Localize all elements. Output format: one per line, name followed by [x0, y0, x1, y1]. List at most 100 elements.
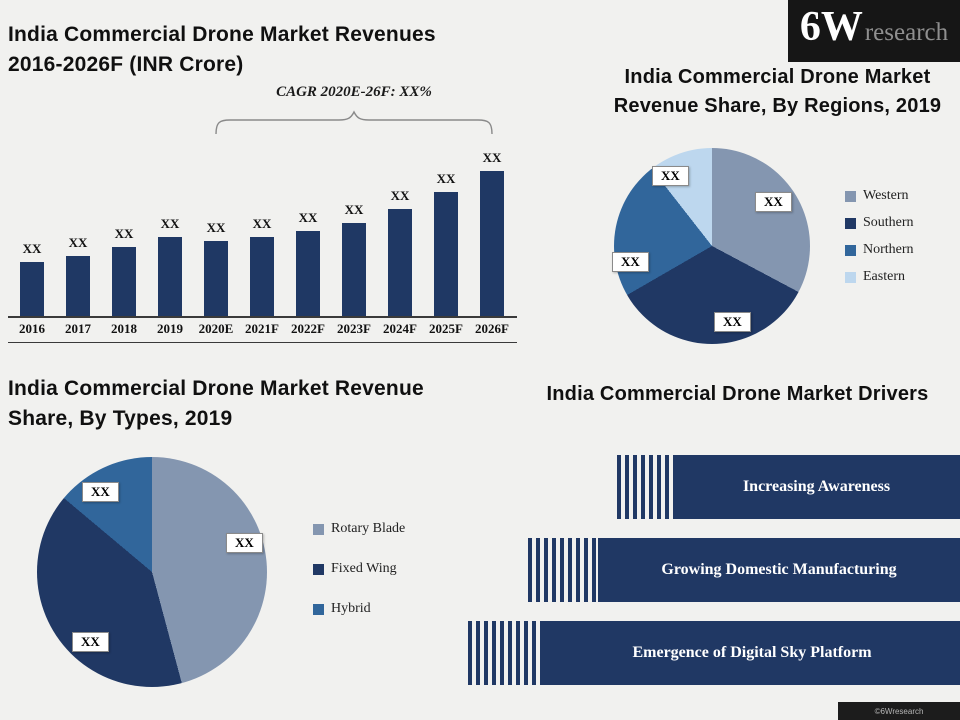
- bar-2026f: XX: [469, 150, 515, 317]
- logo-mark: 6W: [799, 4, 863, 50]
- revenues-title-line1: India Commercial Drone Market Revenues: [8, 23, 436, 46]
- driver-banner-digital-sky: Emergence of Digital Sky Platform: [544, 621, 960, 685]
- six-w-research-logo: 6W research: [788, 0, 960, 62]
- northern-swatch-icon: [845, 244, 856, 256]
- driver-banner-awareness: Increasing Awareness: [673, 455, 960, 519]
- x-tick-label: 2024F: [383, 321, 417, 336]
- bar-value-label: XX: [206, 220, 226, 235]
- legend-item-hybrid: Hybrid: [313, 601, 405, 617]
- regions-title-line2: Revenue Share, By Regions, 2019: [613, 95, 942, 117]
- bar-2025f: XX: [423, 171, 469, 317]
- watermark-badge: ©6Wresearch: [838, 702, 960, 720]
- bar-2018: XX: [101, 226, 147, 317]
- bar-value-label: XX: [22, 241, 42, 256]
- bar: [342, 223, 366, 317]
- bar-2020e: XX: [193, 220, 239, 317]
- bar: [434, 192, 458, 317]
- bar-value-label: XX: [252, 216, 272, 231]
- bar-2017: XX: [55, 235, 101, 317]
- x-tick-label: 2020E: [198, 321, 234, 336]
- legend-label: Hybrid: [331, 601, 371, 616]
- x-axis-line: [8, 316, 517, 318]
- revenues-chart-title: India Commercial Drone Market Revenues 2…: [8, 20, 488, 80]
- regions-chart-title: India Commercial Drone Market Revenue Sh…: [585, 63, 960, 121]
- eastern-swatch-icon: [845, 271, 856, 283]
- bar-value-label: XX: [436, 171, 456, 186]
- types-pie-chart: [37, 457, 267, 687]
- x-tick-label: 2021F: [245, 321, 279, 336]
- x-tick-label: 2022F: [291, 321, 325, 336]
- fixed-wing-swatch-icon: [313, 563, 324, 575]
- types-title-line1: India Commercial Drone Market Revenue: [8, 377, 424, 400]
- regions-slice-label-eastern: XX: [652, 166, 689, 186]
- x-axis-labels: 2016 2017 2018 2019 2020E 2021F 2022F 20…: [9, 321, 515, 337]
- bar: [250, 237, 274, 317]
- types-title-line2: Share, By Types, 2019: [8, 407, 233, 430]
- bar-value-label: XX: [160, 216, 180, 231]
- bar-2022f: XX: [285, 210, 331, 317]
- legend-item-fixed-wing: Fixed Wing: [313, 561, 405, 577]
- x-tick-label: 2023F: [337, 321, 371, 336]
- bar-value-label: XX: [298, 210, 318, 225]
- types-slice-label-rotary: XX: [226, 533, 263, 553]
- bar: [296, 231, 320, 317]
- legend-item-western: Western: [845, 188, 914, 204]
- legend-label: Northern: [863, 242, 914, 257]
- cagr-annotation: CAGR 2020E-26F: XX%: [276, 84, 432, 100]
- legend-item-rotary-blade: Rotary Blade: [313, 521, 405, 537]
- legend-label: Eastern: [863, 269, 905, 284]
- bar-2024f: XX: [377, 188, 423, 317]
- x-tick-label: 2019: [157, 321, 183, 336]
- banner-stripes-decoration: [528, 538, 598, 602]
- hybrid-swatch-icon: [313, 603, 324, 615]
- bar-2023f: XX: [331, 202, 377, 317]
- bar: [480, 171, 504, 317]
- legend-item-southern: Southern: [845, 215, 914, 231]
- bar-value-label: XX: [68, 235, 88, 250]
- southern-swatch-icon: [845, 217, 856, 229]
- bar: [20, 262, 44, 317]
- x-tick-label: 2026F: [475, 321, 509, 336]
- bar-value-label: XX: [114, 226, 134, 241]
- types-slice-label-hybrid: XX: [82, 482, 119, 502]
- cagr-brace: [215, 110, 493, 135]
- x-tick-label: 2016: [19, 321, 45, 336]
- regions-slice-label-northern: XX: [612, 252, 649, 272]
- legend-item-northern: Northern: [845, 242, 914, 258]
- regions-slice-label-southern: XX: [714, 312, 751, 332]
- revenues-title-line2: 2016-2026F (INR Crore): [8, 53, 244, 76]
- bar-2019: XX: [147, 216, 193, 317]
- bar-value-label: XX: [344, 202, 364, 217]
- logo-word: research: [864, 19, 949, 46]
- regions-title-line1: India Commercial Drone Market: [624, 66, 931, 88]
- x-tick-label: 2018: [111, 321, 137, 336]
- bar-2021f: XX: [239, 216, 285, 317]
- drivers-section-title: India Commercial Drone Market Drivers: [546, 383, 929, 405]
- bar: [204, 241, 228, 317]
- banner-stripes-decoration: [468, 621, 544, 685]
- types-slice-label-fixed: XX: [72, 632, 109, 652]
- legend-label: Rotary Blade: [331, 521, 406, 536]
- regions-slice-label-western: XX: [755, 192, 792, 212]
- bar-value-label: XX: [390, 188, 410, 203]
- bar-value-label: XX: [482, 150, 502, 165]
- driver-banner-manufacturing: Growing Domestic Manufacturing: [598, 538, 960, 602]
- bar: [66, 256, 90, 317]
- legend-label: Fixed Wing: [331, 561, 397, 576]
- x-tick-label: 2025F: [429, 321, 463, 336]
- bar: [112, 247, 136, 317]
- rotary-blade-swatch-icon: [313, 523, 324, 535]
- western-swatch-icon: [845, 190, 856, 202]
- regions-pie-chart: [614, 148, 810, 344]
- bar: [158, 237, 182, 317]
- regions-legend: Western Southern Northern Eastern: [845, 188, 914, 296]
- x-axis-bottom-line: [8, 342, 517, 343]
- legend-label: Western: [863, 188, 909, 203]
- legend-item-eastern: Eastern: [845, 269, 914, 285]
- types-legend: Rotary Blade Fixed Wing Hybrid: [313, 521, 405, 641]
- x-tick-label: 2017: [65, 321, 91, 336]
- types-chart-title: India Commercial Drone Market Revenue Sh…: [8, 374, 478, 434]
- banner-stripes-decoration: [617, 455, 673, 519]
- bar-2016: XX: [9, 241, 55, 317]
